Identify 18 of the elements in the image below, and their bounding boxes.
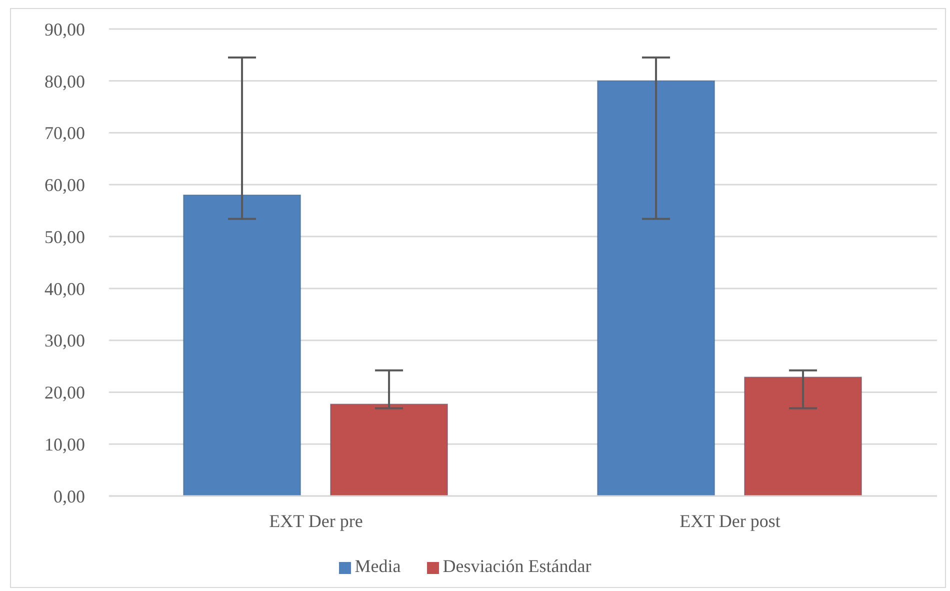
bar: [330, 404, 448, 496]
y-tick-label: 90,00: [44, 19, 85, 40]
y-tick-label: 20,00: [44, 382, 85, 403]
bar: [183, 194, 302, 496]
y-tick-label: 30,00: [44, 330, 85, 351]
y-tick-label: 50,00: [44, 226, 85, 247]
legend-label: Desviación Estándar: [442, 556, 592, 576]
bar: [744, 376, 862, 496]
y-tick-label: 40,00: [44, 278, 85, 299]
y-tick-label: 0,00: [54, 486, 85, 506]
x-tick-label: EXT Der post: [680, 510, 780, 531]
y-tick-label: 10,00: [44, 434, 85, 454]
y-tick-label: 60,00: [44, 175, 85, 196]
y-tick-label: 70,00: [44, 123, 85, 144]
bar: [597, 80, 716, 496]
y-tick-label: 80,00: [44, 71, 85, 92]
x-tick-label: EXT Der pre: [269, 510, 363, 531]
legend-label: Media: [354, 556, 401, 576]
